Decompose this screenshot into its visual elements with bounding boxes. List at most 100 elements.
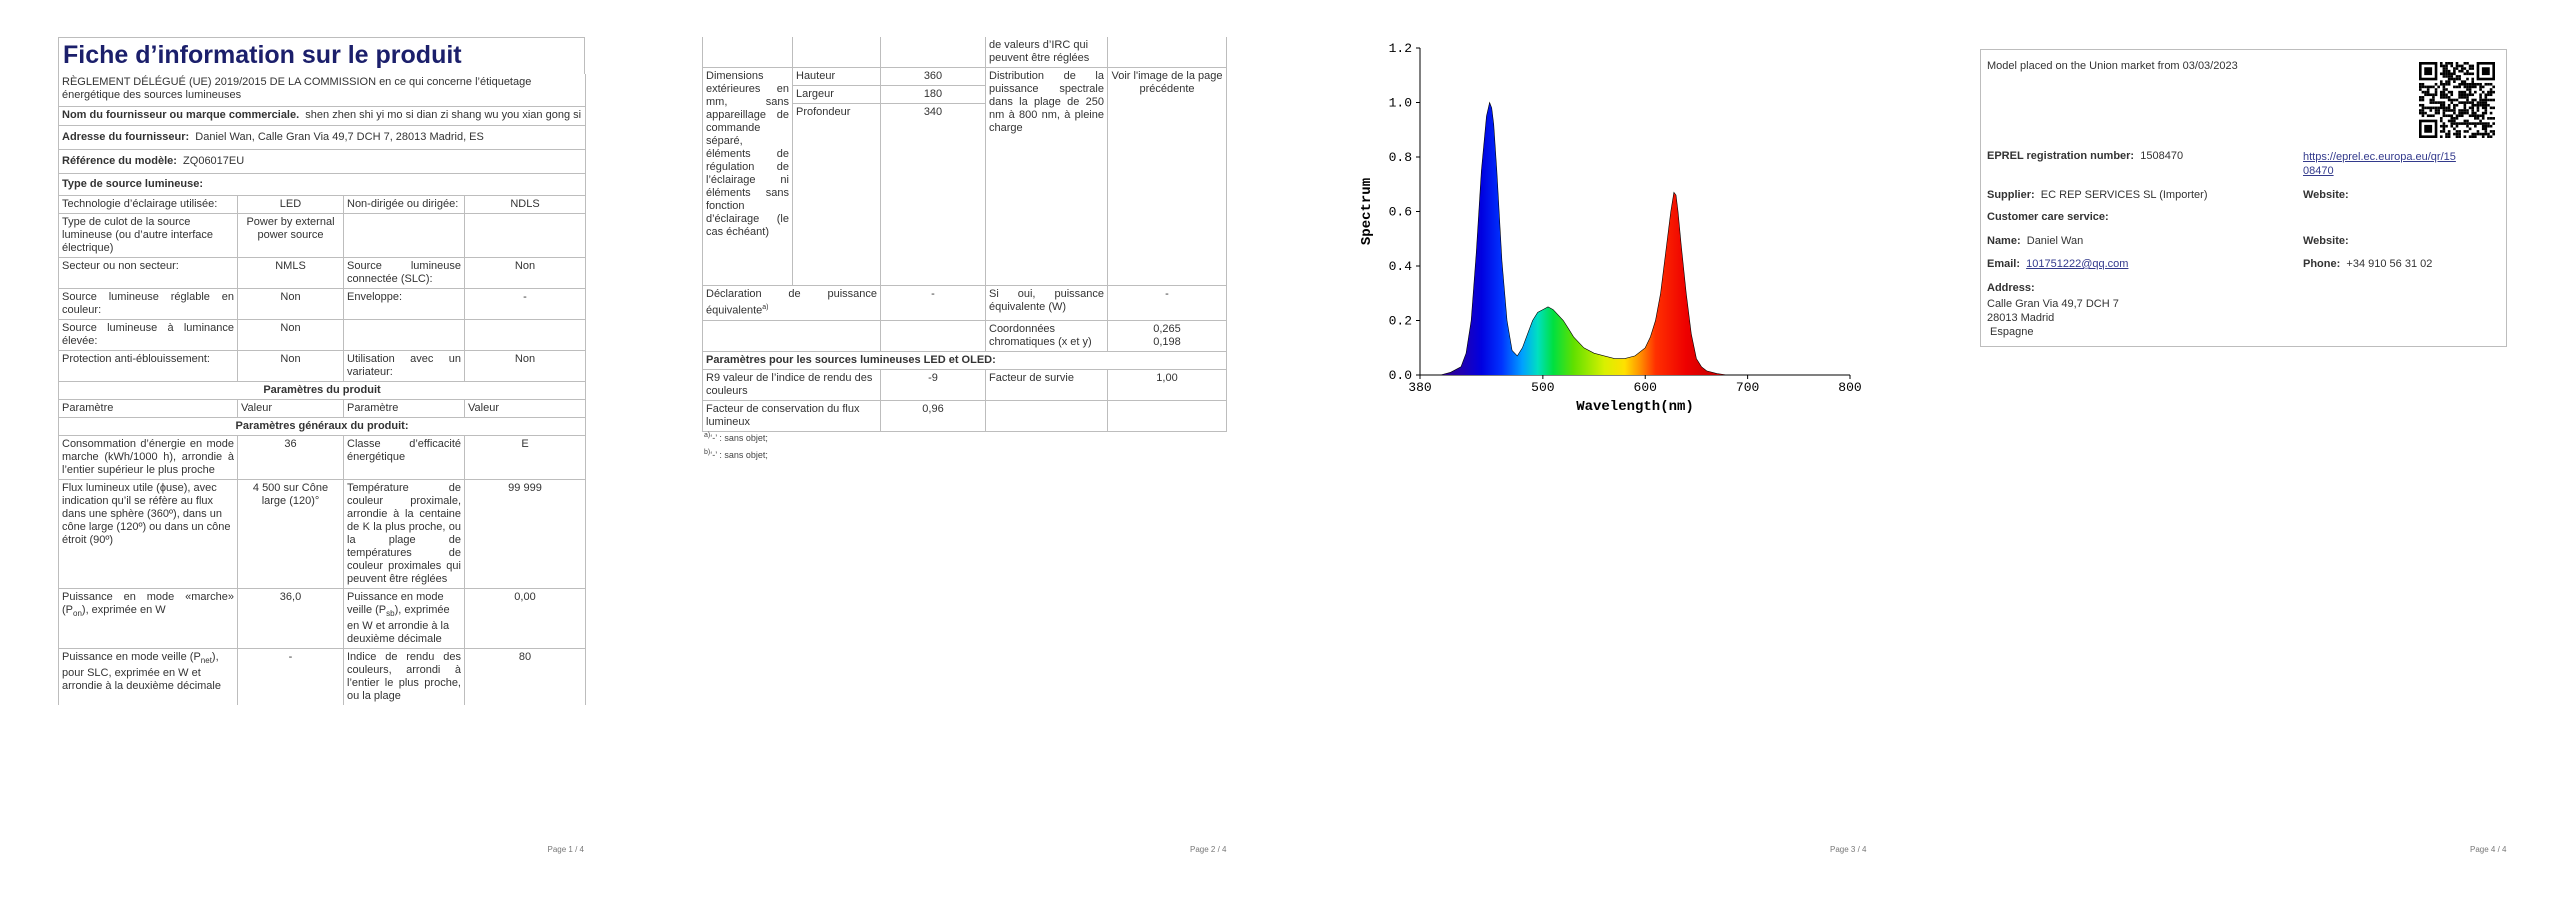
equiv-label: Déclaration de puissance équivalente	[706, 288, 877, 317]
name-value: Daniel Wan	[2026, 235, 2084, 247]
col-header: Paramètre	[343, 399, 465, 418]
y-tick-label: 0.0	[1389, 368, 1412, 383]
cell: NDLS	[464, 195, 586, 214]
page-number: Page 4 / 4	[2470, 845, 2507, 854]
cell: Protection anti-éblouissement:	[58, 350, 238, 382]
led-heading: Paramètres pour les sources lumineuses L…	[702, 350, 1227, 370]
params-heading: Paramètres du produit	[58, 381, 586, 400]
x-tick-label: 600	[1634, 380, 1657, 395]
chroma-x: 0,265	[1153, 322, 1181, 335]
model-row: Référence du modèle: ZQ06017EU	[58, 149, 586, 174]
cell: Flux lumineux utile (ϕuse), avec indicat…	[58, 479, 238, 589]
email-link[interactable]: 101751222@qq.com	[2026, 258, 2129, 270]
y-tick-label: 0.4	[1389, 259, 1413, 274]
cell: LED	[237, 195, 344, 214]
survival-value: 1,00	[1107, 368, 1227, 401]
footnote-b: b)‘-’ : sans objet;	[704, 449, 768, 460]
eprel-link-block: https://eprel.ec.europa.eu/qr/15 08470	[2303, 150, 2456, 178]
care-label: Customer care service:	[1987, 211, 2109, 223]
name-row: Name: Daniel Wan	[1987, 235, 2083, 247]
cell: Source lumineuse à luminance élevée:	[58, 319, 238, 351]
y-axis-label: Spectrum	[1359, 178, 1375, 245]
r9-label: R9 valeur de l’indice de rendu des coule…	[702, 368, 881, 401]
cell	[880, 37, 986, 68]
chart-ticks: 380 500 600 700 800 0.0 0.2 0.4 0.6 0.8 1.0 1.2	[1389, 41, 1862, 395]
eprel-label: EPREL registration number:	[1987, 150, 2135, 162]
col-header: Valeur	[464, 399, 586, 418]
dim-name: Largeur	[792, 85, 881, 104]
supplier-row: Nom du fournisseur ou marque commerciale…	[58, 106, 586, 126]
footnote-a-mark: a)	[704, 432, 711, 439]
flux-label: Facteur de conservation du flux lumineux	[702, 399, 881, 432]
cell: Technologie d’éclairage utilisée:	[58, 195, 238, 214]
cell: 80	[464, 648, 586, 706]
address-label: Address:	[1987, 282, 2035, 294]
continuation-table: de valeurs d’IRC qui peuvent être réglée…	[702, 37, 1227, 432]
page-1: Fiche d’information sur le produit RÈGLE…	[0, 0, 640, 905]
placed-text: Model placed on the Union market from 03…	[1987, 60, 2238, 72]
email-label: Email:	[1987, 258, 2021, 270]
footnote-a-text: ‘-’ : sans objet;	[710, 433, 768, 443]
dim-value: 180	[880, 85, 986, 104]
address-line: Espagne	[1987, 326, 2034, 338]
cell	[343, 213, 465, 258]
model-label: Référence du modèle:	[62, 155, 177, 167]
cell: Indice de rendu des couleurs, arrondi à …	[343, 648, 465, 706]
cell: Non	[237, 350, 344, 382]
cell	[702, 37, 793, 68]
cell: 36	[237, 435, 344, 480]
cell: Puissance en mode veille (Pnet), pour SL…	[58, 648, 238, 706]
cell: 36,0	[237, 587, 344, 650]
col-header: Paramètre	[58, 399, 238, 418]
y-tick-label: 1.0	[1389, 96, 1412, 111]
cell	[702, 319, 881, 352]
footnote-a: a)‘-’ : sans objet;	[704, 432, 768, 443]
cell: Non	[464, 257, 586, 289]
address-value: Daniel Wan, Calle Gran Via 49,7 DCH 7, 2…	[195, 131, 484, 143]
footnote-b-text: ‘-’ : sans objet;	[710, 450, 768, 460]
supplier-label: Nom du fournisseur ou marque commerciale…	[62, 109, 300, 121]
survival-label: Facteur de survie	[985, 368, 1108, 401]
cell: 4 500 sur Cône large (120)°	[237, 479, 344, 589]
page-number: Page 1 / 4	[547, 845, 584, 854]
cell	[343, 319, 465, 351]
cell: E	[464, 435, 586, 480]
page-number: Page 3 / 4	[1830, 845, 1867, 854]
cell	[1107, 37, 1227, 68]
eprel-row: EPREL registration number: 1508470	[1987, 150, 2183, 162]
cell: Source lumineuse réglable en couleur:	[58, 288, 238, 320]
qr-code-icon[interactable]	[2419, 62, 2495, 138]
cell: Consommation d’énergie en mode marche (k…	[58, 435, 238, 480]
spectrum-area	[1440, 102, 1850, 375]
cell: Non	[237, 288, 344, 320]
supplier-label: Supplier:	[1987, 189, 2035, 201]
eprel-link[interactable]: https://eprel.ec.europa.eu/qr/15 08470	[2303, 151, 2456, 177]
chroma-label: Coordonnées chromatiques (x et y)	[985, 319, 1108, 352]
cell	[985, 399, 1108, 432]
cell: Enveloppe:	[343, 288, 465, 320]
phone-value: +34 910 56 31 02	[2346, 258, 2433, 270]
spectral-value: Voir l'image de la page précédente	[1107, 67, 1227, 286]
general-heading: Paramètres généraux du produit:	[58, 417, 586, 436]
eprel-card: Model placed on the Union market from 03…	[1980, 49, 2507, 347]
spectrum-line	[1440, 101, 1850, 376]
model-value: ZQ06017EU	[183, 155, 245, 167]
equiv-if-label: Si oui, puissance équivalente (W)	[985, 285, 1108, 321]
cell: NMLS	[237, 257, 344, 289]
y-tick-label: 1.2	[1389, 41, 1412, 56]
spectrum-chart: 380 500 600 700 800 0.0 0.2 0.4 0.6 0.8 1.0 1.2 Wav…	[1359, 41, 1862, 415]
dim-value: 360	[880, 67, 986, 86]
phone-row: Phone: +34 910 56 31 02	[2303, 258, 2432, 270]
supplier-row: Supplier: EC REP SERVICES SL (Importer)	[1987, 189, 2207, 201]
website2-label: Website:	[2303, 235, 2349, 247]
address-lines: Calle Gran Via 49,7 DCH 7 28013 Madrid Es…	[1987, 297, 2119, 339]
name-label: Name:	[1987, 235, 2021, 247]
equiv-if-value: -	[1107, 285, 1227, 321]
cell: Température de couleur proximale, arrond…	[343, 479, 465, 589]
y-tick-label: 0.2	[1389, 314, 1412, 329]
cell: Non	[464, 350, 586, 382]
cell	[464, 213, 586, 258]
cell: 0,00	[464, 587, 586, 650]
x-tick-label: 800	[1838, 380, 1861, 395]
type-heading: Type de source lumineuse:	[58, 173, 586, 196]
